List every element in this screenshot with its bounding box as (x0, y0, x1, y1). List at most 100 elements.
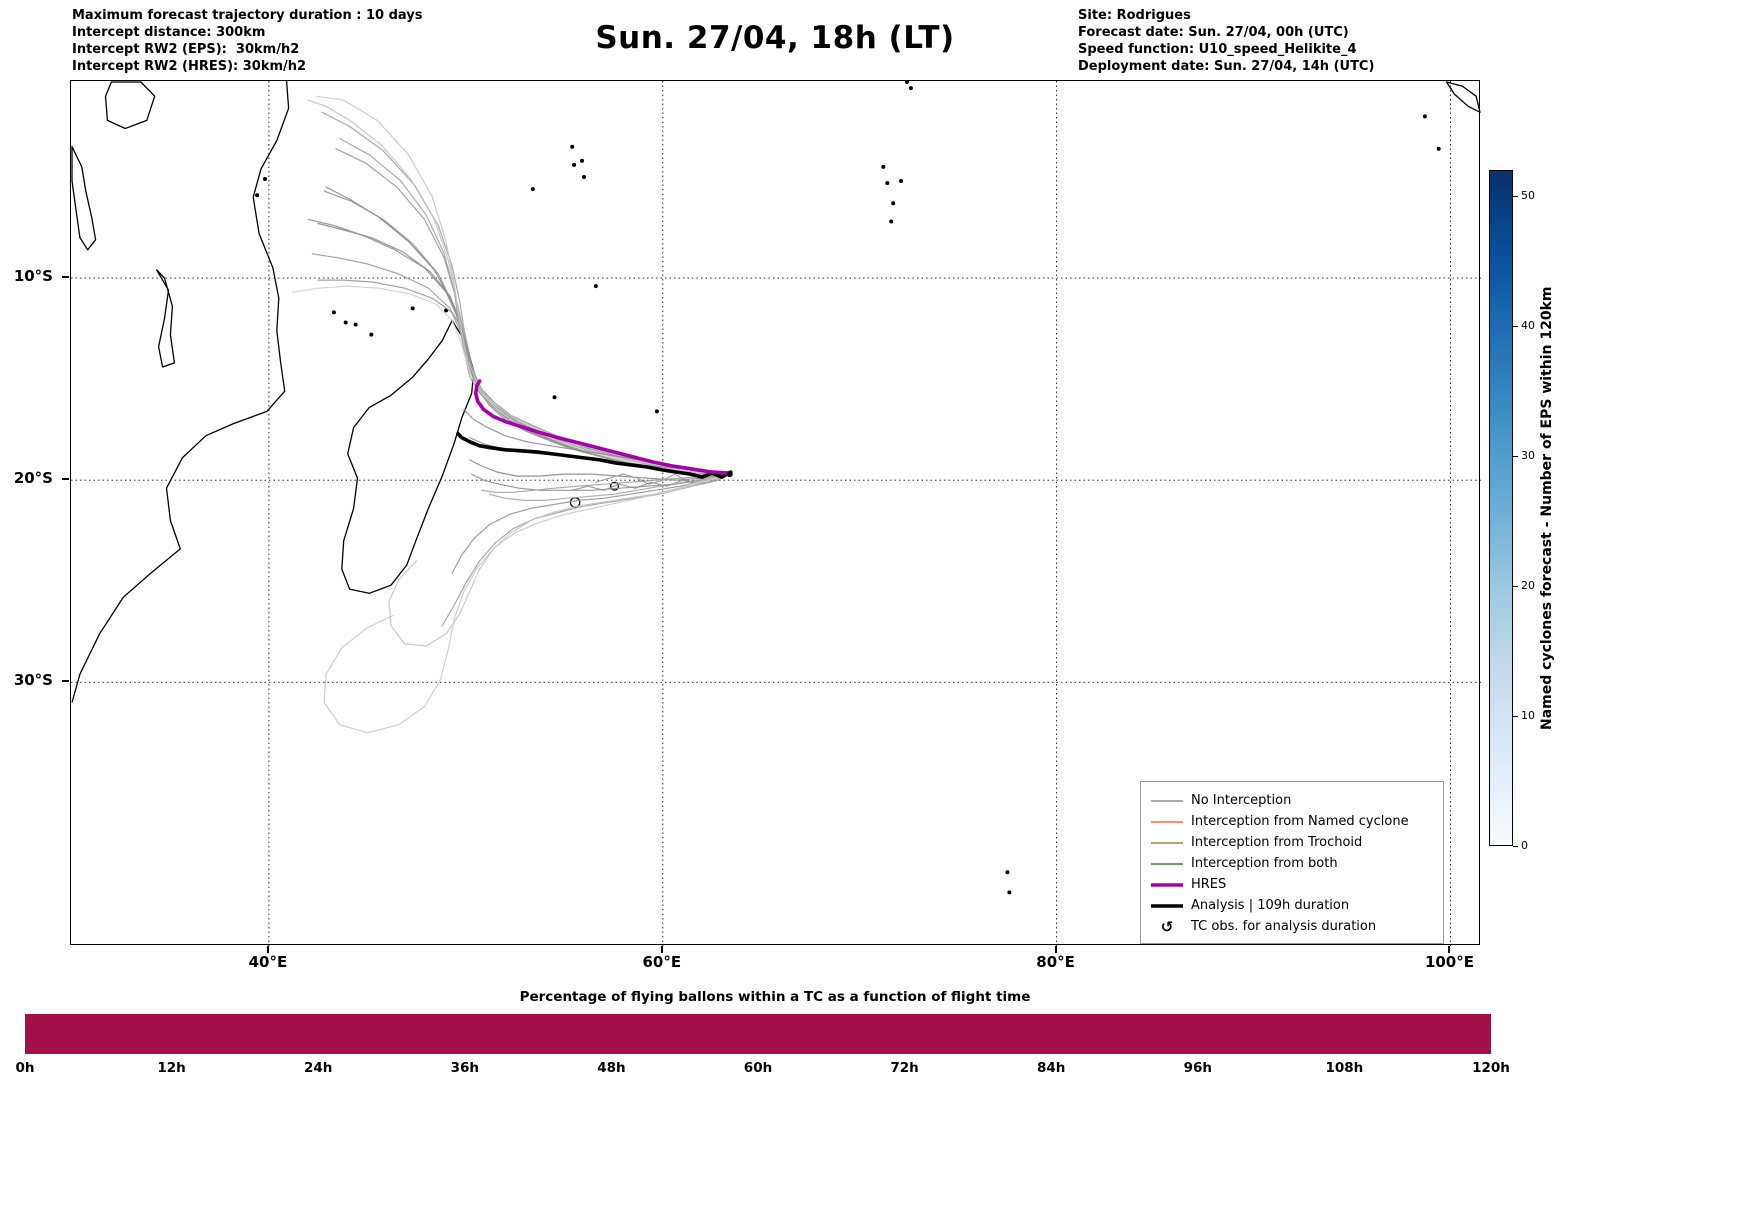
island-dot (1436, 146, 1441, 151)
coastline-madagascar (341, 319, 475, 594)
legend-line-swatch (1149, 878, 1185, 892)
trajectory-no_interception (291, 285, 731, 475)
bottom-tick-label: 0h (15, 1060, 35, 1076)
lon-tick-label: 40°E (248, 953, 288, 971)
island-dot (891, 201, 896, 206)
colorbar-tick-label: 30 (1521, 449, 1535, 462)
bottom-tick-label: 108h (1325, 1060, 1364, 1076)
island-dot (552, 395, 557, 400)
intercept-rw2-hres-text: Intercept RW2 (HRES): 30km/h2 (72, 59, 307, 74)
tc-percentage-band (25, 1014, 1491, 1054)
header-left-block: Maximum forecast trajectory duration : 1… (72, 7, 423, 75)
lat-tick-label: 10°S (13, 267, 53, 286)
deployment-date-text: Deployment date: Sun. 27/04, 14h (UTC) (1078, 59, 1375, 74)
lon-tick-label: 80°E (1036, 953, 1075, 971)
site-text: Site: Rodrigues (1078, 8, 1191, 23)
island-dot (580, 158, 584, 163)
island-dot (572, 162, 577, 167)
legend-item: No Interception (1149, 790, 1433, 811)
island-dot (369, 332, 374, 337)
colorbar-tick-mark (1513, 455, 1518, 457)
island-dot (331, 310, 336, 315)
legend-label: No Interception (1191, 793, 1292, 808)
island-dot (263, 177, 267, 181)
legend-label: Analysis | 109h duration (1191, 898, 1350, 913)
deployment-point (726, 471, 733, 478)
trajectory-no_interception (451, 473, 731, 574)
lon-tick-mark (266, 946, 269, 953)
trajectory-analysis (456, 431, 733, 479)
legend-label: Interception from both (1191, 856, 1338, 871)
island-dot (905, 81, 909, 84)
map-legend: No Interception Interception from Named c… (1140, 781, 1444, 944)
lat-tick-label: 30°S (13, 671, 53, 690)
lon-tick-label: 100°E (1424, 953, 1474, 971)
legend-line-swatch (1149, 899, 1185, 913)
lat-tick-mark (62, 276, 69, 279)
tc-obs-icon: ↺ (1160, 917, 1174, 936)
island-dot (570, 144, 575, 149)
island-dot (593, 284, 598, 289)
lat-tick-mark (62, 478, 69, 481)
island-dot (410, 306, 415, 311)
bottom-tick-label: 12h (157, 1060, 186, 1076)
trajectory-no_interception (323, 473, 731, 734)
island-dot (530, 187, 535, 192)
legend-line-swatch (1149, 857, 1185, 871)
trajectory-no_interception (317, 279, 731, 475)
legend-line-swatch (1149, 794, 1185, 808)
legend-line-swatch (1149, 836, 1185, 850)
trajectory-no_interception (311, 253, 731, 477)
legend-item: Interception from both (1149, 853, 1433, 874)
bottom-tick-label: 36h (450, 1060, 479, 1076)
colorbar-tick-label: 10 (1521, 709, 1535, 722)
island-dot (353, 322, 358, 327)
plot-title: Sun. 27/04, 18h (LT) (595, 20, 955, 56)
lon-tick-mark (660, 946, 663, 953)
coastline-africa-east-coast (71, 81, 290, 703)
island-dot (889, 219, 894, 224)
max-duration-text: Maximum forecast trajectory duration : 1… (72, 8, 423, 23)
bottom-tick-label: 84h (1036, 1060, 1066, 1076)
bottom-tick-label: 24h (303, 1060, 333, 1076)
legend-item: Analysis | 109h duration (1149, 895, 1433, 916)
colorbar-tick-mark (1513, 845, 1518, 847)
legend-label: HRES (1191, 877, 1227, 892)
lon-tick-label: 60°E (642, 953, 682, 971)
island-dot (885, 181, 890, 186)
colorbar-tick-label: 40 (1521, 319, 1535, 332)
coastline-lake-tanganyika (71, 146, 97, 251)
island-dot (582, 175, 586, 179)
legend-item: HRES (1149, 874, 1433, 895)
bottom-tick-label: 120h (1472, 1060, 1510, 1076)
intercept-distance-text: Intercept distance: 300km (72, 25, 266, 40)
colorbar-tick-mark (1513, 585, 1518, 587)
legend-item: Interception from Trochoid (1149, 832, 1433, 853)
island-dot (1005, 870, 1010, 875)
coastline-lake-victoria (104, 81, 156, 130)
colorbar-tick-mark (1513, 195, 1518, 197)
trajectory-no_interception (307, 218, 731, 475)
forecast-date-text: Forecast date: Sun. 27/04, 00h (UTC) (1078, 25, 1349, 40)
colorbar-tick-label: 50 (1521, 189, 1535, 202)
island-dot (881, 164, 886, 169)
legend-label: Interception from Trochoid (1191, 835, 1363, 850)
bottom-tick-label: 96h (1183, 1060, 1212, 1076)
bottom-tick-label: 60h (743, 1060, 773, 1076)
island-dot (1007, 890, 1012, 895)
bottom-chart-title: Percentage of flying ballons within a TC… (519, 989, 1031, 1005)
island-dot (343, 320, 348, 325)
colorbar-tick-mark (1513, 325, 1518, 327)
trajectory-no_interception (469, 459, 731, 481)
legend-line-swatch (1149, 815, 1185, 829)
trajectory-no_interception (317, 222, 731, 475)
lon-tick-mark (1448, 946, 1451, 953)
bottom-tick-label: 48h (597, 1060, 626, 1076)
trajectory-hres (473, 379, 732, 475)
intercept-rw2-eps-text: Intercept RW2 (EPS): 30km/h2 (72, 42, 300, 57)
trajectory-no_interception (388, 473, 731, 647)
colorbar (1489, 170, 1513, 846)
lat-tick-mark (62, 680, 69, 683)
coastline-lake-malawi (156, 269, 176, 368)
